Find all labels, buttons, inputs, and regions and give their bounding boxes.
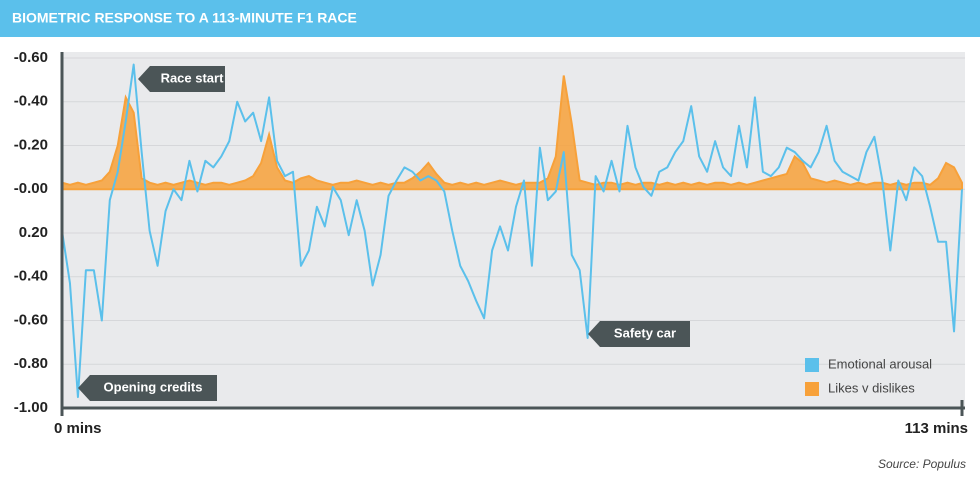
x-tick-label: 113 mins	[905, 420, 968, 437]
callout: Safety car	[588, 321, 690, 347]
annotation: Race start	[161, 70, 225, 85]
legend: Emotional arousal Likes v dislikes	[805, 356, 932, 396]
header-bar	[0, 0, 980, 37]
legend-swatch	[805, 358, 819, 372]
y-tick-label: -0.00	[14, 180, 48, 197]
legend-swatch	[805, 382, 819, 396]
y-tick-label: 0.20	[19, 224, 48, 241]
x-tick-label: 0 mins	[54, 420, 102, 437]
y-tick-label: -0.40	[14, 268, 48, 285]
callout-box	[78, 375, 217, 401]
sentiment-area	[61, 75, 963, 191]
annotation: Safety car	[614, 325, 676, 340]
callout: Race start	[138, 66, 225, 92]
y-tick-label: -1.00	[14, 399, 48, 416]
axes: -0.60 -0.40 -0.20 -0.00 0.20 -0.40 -0.60 -0.80 -…	[14, 49, 968, 437]
y-tick-label: -0.20	[14, 136, 48, 153]
annotation: Opening credits	[104, 379, 203, 394]
plot-area	[62, 52, 965, 408]
callout-box	[138, 66, 225, 92]
callout-box	[588, 321, 690, 347]
series-line	[61, 63, 963, 399]
y-tick-label: -0.40	[14, 93, 48, 110]
marks	[61, 63, 963, 399]
source: Source: Populus	[878, 457, 966, 471]
y-tick-label: -0.60	[14, 49, 48, 66]
callout: Opening credits	[78, 375, 217, 401]
chart-title: BIOMETRIC RESPONSE TO A 113-MINUTE F1 RA…	[12, 10, 357, 26]
legend-label: Emotional arousal	[828, 356, 932, 371]
legend-label: Likes v dislikes	[828, 380, 915, 395]
y-tick-label: -0.80	[14, 355, 48, 372]
y-tick-label: -0.60	[14, 311, 48, 328]
